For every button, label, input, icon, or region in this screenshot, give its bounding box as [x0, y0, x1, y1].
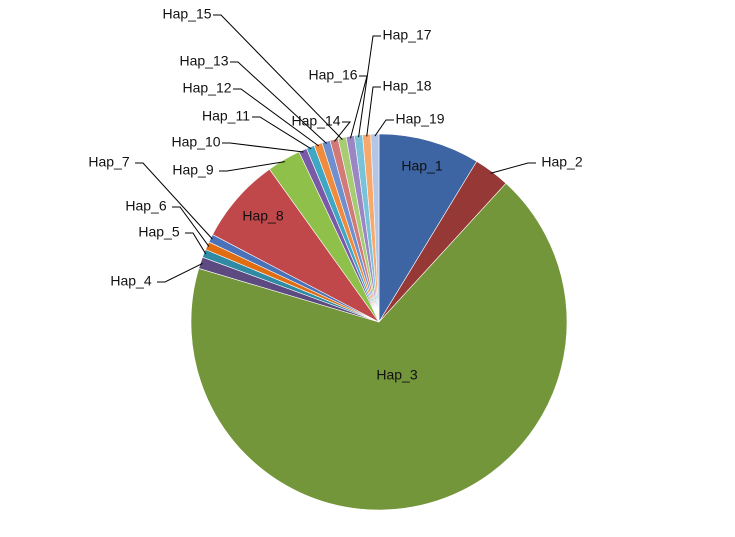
slice-label: Hap_10 — [171, 134, 220, 150]
leader-line — [374, 119, 394, 137]
leader-line — [349, 75, 368, 139]
pie-slice — [190, 182, 568, 511]
leader-line — [213, 14, 343, 140]
slice-label: Hap_16 — [308, 67, 357, 83]
slice-label: Hap_9 — [172, 162, 213, 178]
slice-label: Hap_19 — [395, 111, 444, 127]
slice-label: Hap_1 — [401, 158, 442, 174]
slice-label: Hap_7 — [88, 154, 129, 170]
slice-label: Hap_17 — [382, 27, 431, 43]
leader-line — [230, 61, 327, 144]
leader-line — [157, 262, 203, 283]
slice-label: Hap_4 — [110, 273, 151, 289]
leader-line — [185, 232, 207, 255]
slice-label: Hap_6 — [125, 198, 166, 214]
leader-line — [233, 88, 320, 147]
leader-line — [172, 206, 210, 247]
slice-label: Hap_12 — [182, 80, 231, 96]
leader-line — [334, 121, 352, 142]
slice-label: Hap_13 — [179, 53, 228, 69]
slice-label: Hap_18 — [382, 78, 431, 94]
leader-line — [135, 162, 213, 240]
leader-line — [252, 116, 312, 150]
slice-label: Hap_3 — [376, 367, 417, 383]
slice-label: Hap_15 — [162, 6, 211, 22]
slice-label: Hap_2 — [541, 154, 582, 170]
slice-label: Hap_11 — [202, 108, 250, 124]
leader-line — [222, 142, 304, 153]
leader-line — [366, 86, 381, 137]
slice-label: Hap_5 — [138, 224, 179, 240]
leader-line — [490, 162, 536, 174]
pie-slice — [370, 133, 380, 323]
leader-line — [358, 35, 381, 138]
slice-label: Hap_8 — [242, 208, 283, 224]
pie-slice — [378, 133, 478, 324]
slice-label: Hap_14 — [291, 113, 340, 129]
leader-line — [219, 161, 285, 172]
